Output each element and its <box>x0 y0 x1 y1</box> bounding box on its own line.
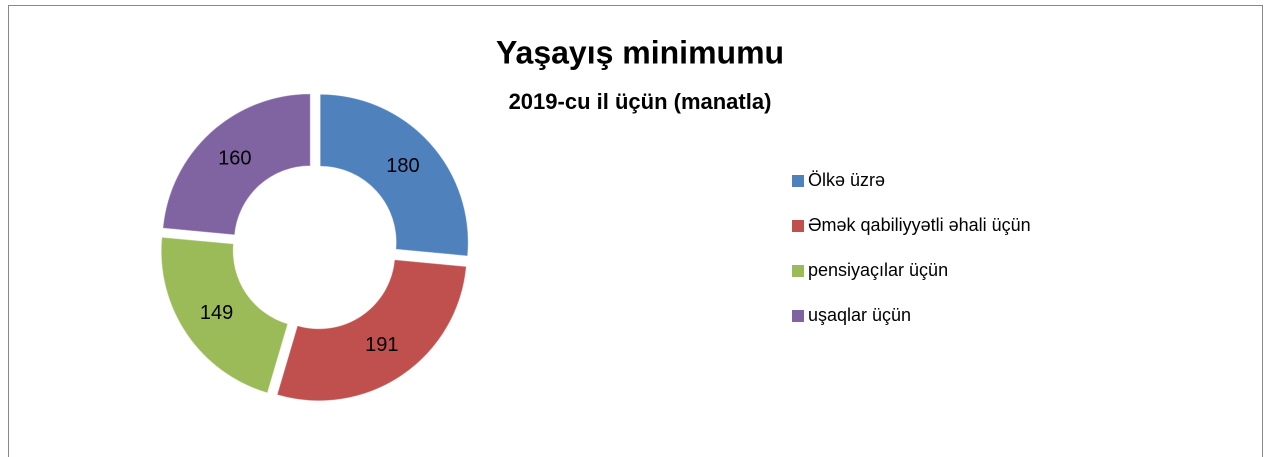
data-label: 149 <box>200 302 233 324</box>
data-label: 191 <box>365 334 398 356</box>
legend-label: Əmək qabiliyyətli əhali üçün <box>808 215 1031 235</box>
legend-label: pensiyaçılar üçün <box>808 260 948 280</box>
donut-segment <box>276 259 467 402</box>
donut-segment <box>162 93 311 236</box>
donut-segment <box>319 93 469 257</box>
chart-title: Yaşayış minimumu <box>496 34 784 70</box>
legend-label: Ölkə üzrə <box>808 170 885 190</box>
legend-label: uşaqlar üçün <box>808 305 911 325</box>
legend-swatch <box>792 310 804 322</box>
chart-subtitle: 2019-cu il üçün (manatla) <box>509 89 772 114</box>
donut-segment <box>160 236 289 394</box>
data-label: 180 <box>386 155 419 177</box>
data-label: 160 <box>218 147 251 169</box>
legend-swatch <box>792 175 804 187</box>
legend-swatch <box>792 220 804 232</box>
legend-swatch <box>792 265 804 277</box>
